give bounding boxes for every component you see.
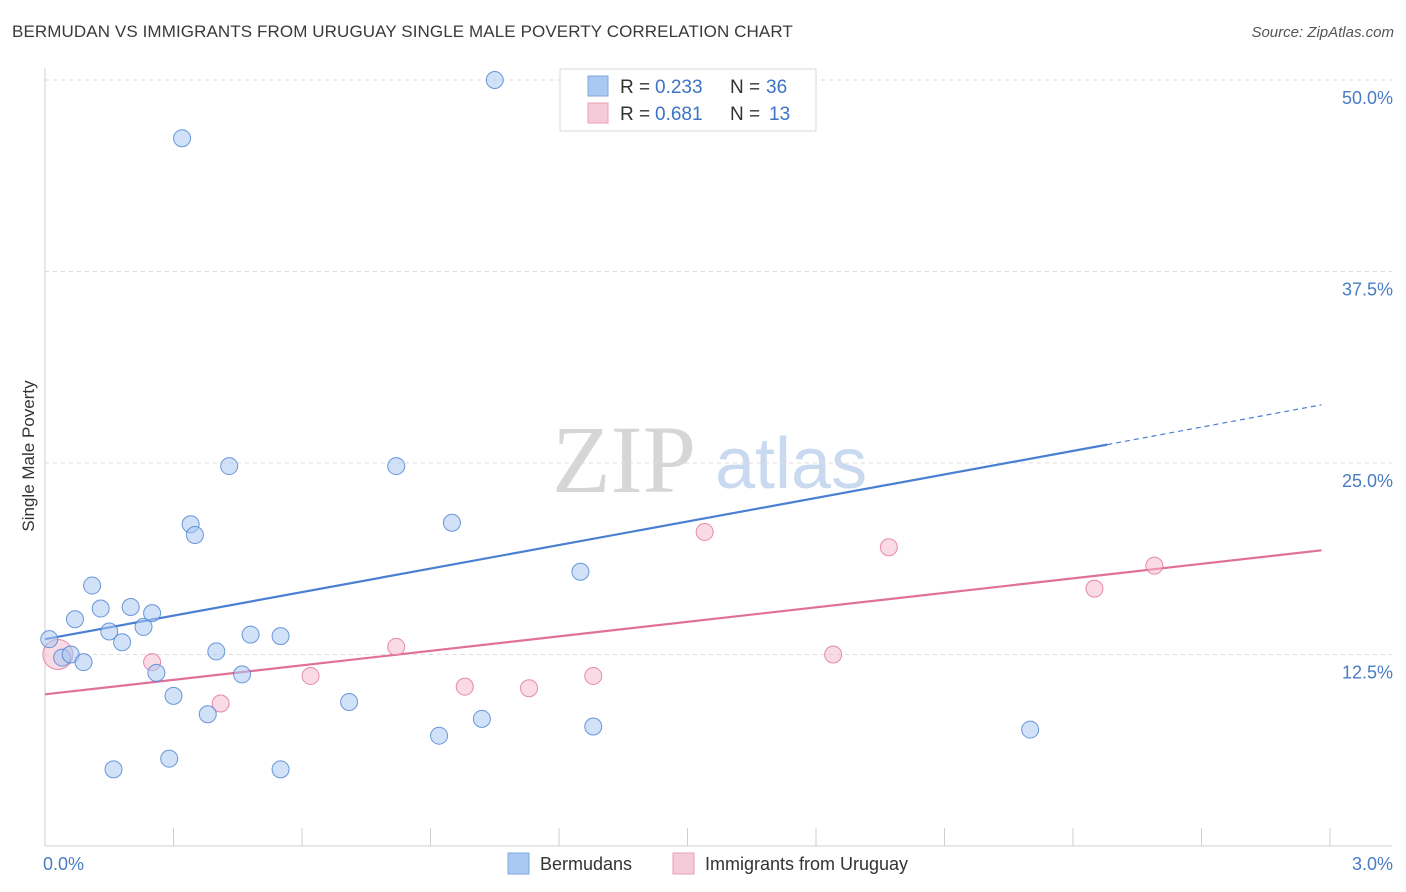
y-tick-label: 50.0% [1342, 88, 1393, 108]
y-tick-label: 25.0% [1342, 471, 1393, 491]
data-point-bermudans [220, 457, 239, 476]
data-point-uruguay [387, 637, 406, 656]
data-point-bermudans [271, 760, 290, 779]
data-point-uruguay [455, 677, 474, 696]
y-tick-label: 12.5% [1342, 663, 1393, 683]
y-axis-label: Single Male Poverty [19, 380, 38, 532]
watermark-zip: ZIP [552, 406, 696, 513]
data-point-bermudans [472, 709, 491, 728]
stats-n-label-1: N = [730, 77, 760, 98]
y-tick-label: 37.5% [1342, 280, 1393, 300]
data-point-bermudans [121, 598, 140, 617]
stats-r-label-2: R = [620, 104, 650, 125]
data-point-bermudans [442, 513, 461, 532]
legend-label-uruguay: Immigrants from Uruguay [705, 854, 908, 874]
axes [44, 68, 1392, 847]
data-point-bermudans [164, 686, 183, 705]
data-point-bermudans [430, 726, 449, 745]
stats-swatch-uruguay [587, 102, 609, 124]
data-point-bermudans [143, 604, 162, 623]
data-point-bermudans [40, 630, 59, 649]
data-point-uruguay [1145, 556, 1164, 575]
legend-swatch-uruguay [672, 852, 695, 875]
data-point-bermudans [1021, 720, 1040, 739]
data-point-bermudans [241, 625, 260, 644]
data-point-bermudans [485, 71, 504, 89]
data-point-uruguay [879, 538, 898, 557]
watermark-atlas: atlas [715, 424, 867, 504]
stats-r-label-1: R = [620, 77, 650, 98]
chart-title: BERMUDAN VS IMMIGRANTS FROM URUGUAY SING… [12, 22, 793, 41]
data-point-bermudans [113, 633, 132, 652]
data-point-uruguay [695, 522, 714, 541]
data-point-bermudans [104, 760, 123, 779]
tick-labels: 12.5% 25.0% 37.5% 50.0% 0.0% 3.0% [43, 88, 1393, 874]
x-tick-label: 0.0% [43, 854, 84, 874]
data-point-uruguay [584, 666, 603, 685]
data-point-uruguay [301, 666, 320, 685]
grid-lines [45, 79, 1392, 655]
legend-swatch-bermudans [507, 852, 530, 875]
data-point-bermudans [134, 617, 153, 636]
stats-box: R = 0.233 N = 36 R = 0.681 N = 13 [559, 68, 817, 132]
data-point-bermudans [233, 665, 252, 684]
data-point-uruguay [1085, 579, 1104, 598]
data-point-bermudans [271, 627, 290, 646]
trend-line-bermudans [44, 443, 1108, 641]
legend: Bermudans Immigrants from Uruguay [507, 852, 908, 875]
data-point-uruguay [211, 694, 230, 713]
x-tick-label: 3.0% [1352, 854, 1393, 874]
data-point-uruguay [824, 645, 843, 664]
data-point-bermudans [571, 562, 590, 581]
data-point-bermudans [160, 749, 179, 768]
data-point-bermudans [91, 599, 110, 618]
trend-line-uruguay [44, 549, 1322, 696]
stats-n-value-1: 36 [766, 77, 787, 98]
data-point-bermudans [584, 717, 603, 736]
data-point-bermudans [83, 576, 102, 595]
data-point-bermudans [387, 457, 406, 476]
data-point-bermudans [340, 692, 359, 711]
data-point-bermudans [173, 129, 192, 148]
stats-swatch-bermudans [587, 75, 609, 97]
stats-n-label-2: N = [730, 104, 760, 125]
trend-lines [44, 404, 1322, 696]
data-point-bermudans [147, 663, 166, 682]
data-point-bermudans [185, 526, 204, 545]
trend-line-extension [1107, 404, 1322, 446]
legend-label-bermudans: Bermudans [540, 854, 632, 874]
data-point-bermudans [65, 610, 84, 629]
stats-n-value-2: 13 [769, 104, 790, 125]
stats-r-value-2: 0.681 [655, 104, 703, 125]
data-points [40, 71, 1164, 779]
data-point-bermudans [74, 653, 93, 672]
stats-r-value-1: 0.233 [655, 77, 703, 98]
data-point-bermudans [100, 622, 119, 641]
data-point-bermudans [198, 705, 217, 724]
data-point-bermudans [207, 642, 226, 661]
source-label: Source: ZipAtlas.com [1251, 24, 1394, 41]
data-point-uruguay [520, 679, 539, 698]
